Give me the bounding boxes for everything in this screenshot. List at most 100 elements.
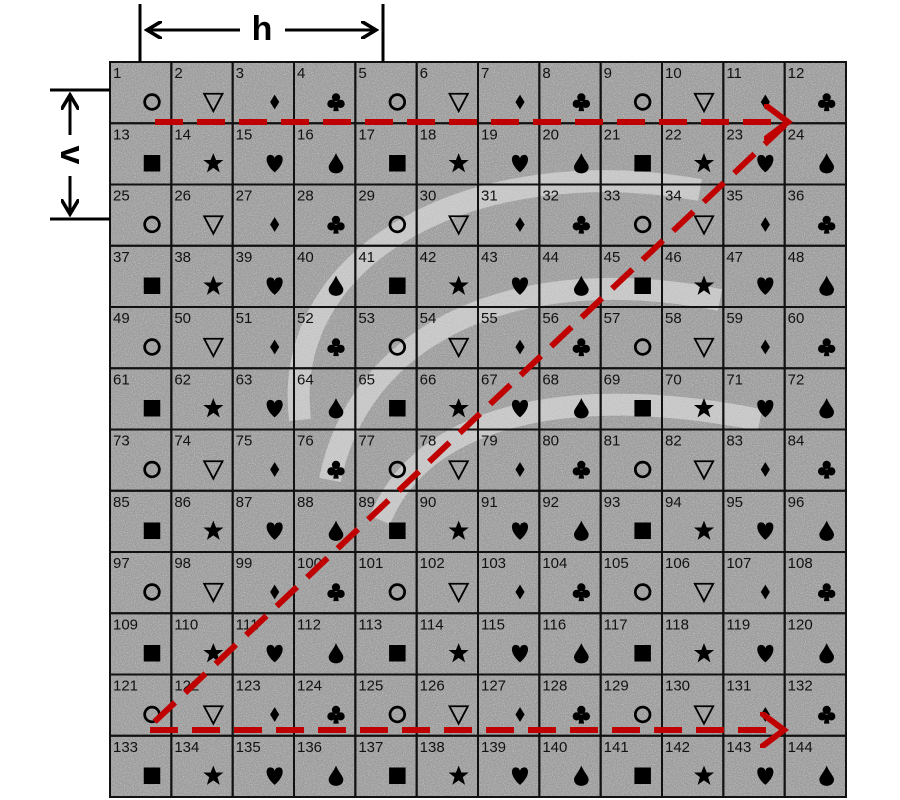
cell-number: 14	[174, 126, 191, 143]
cell-number: 25	[113, 188, 130, 205]
cell-symbol	[389, 645, 406, 662]
cell-number: 40	[297, 249, 314, 266]
cell-number: 11	[726, 65, 742, 82]
cell-number: 4	[297, 65, 305, 82]
cell-symbol	[634, 645, 651, 662]
cell-number: 137	[358, 739, 383, 756]
cell-number: 52	[297, 310, 314, 327]
cell-symbol	[143, 645, 161, 662]
cell-number: 107	[726, 555, 751, 572]
cell-number: 141	[604, 739, 629, 756]
cell-number: 108	[788, 555, 813, 572]
cell-number: 88	[297, 494, 314, 511]
cell-number: 114	[420, 616, 444, 633]
cell-symbol	[634, 400, 651, 417]
cell-number: 68	[542, 371, 559, 388]
cell-number: 76	[297, 433, 314, 450]
cell-number: 47	[726, 249, 743, 266]
cell-number: 15	[236, 126, 253, 143]
cell-number: 36	[788, 188, 805, 205]
cell-number: 98	[174, 555, 191, 572]
cell-number: 105	[604, 555, 629, 572]
cell-number: 67	[481, 371, 498, 388]
h-dimension	[138, 4, 385, 62]
cell-symbol	[634, 155, 651, 172]
cell: 144	[783, 734, 848, 798]
cell-number: 27	[236, 188, 253, 205]
cell-number: 115	[481, 616, 505, 633]
cell-number: 78	[420, 433, 437, 450]
cell-number: 53	[358, 310, 375, 327]
cell-number: 143	[726, 739, 751, 756]
cell-number: 19	[481, 126, 498, 143]
cell-number: 91	[481, 494, 498, 511]
cell-number: 43	[481, 249, 498, 266]
cell-number: 62	[174, 371, 191, 388]
path	[145, 122, 785, 730]
cell-number: 77	[358, 433, 375, 450]
cell-number: 103	[481, 555, 506, 572]
cell-number: 10	[665, 65, 682, 82]
cell-number: 90	[420, 494, 437, 511]
cell-number: 84	[788, 433, 805, 450]
cell-number: 44	[542, 249, 559, 266]
cell-number: 50	[174, 310, 191, 327]
cell-number: 70	[665, 371, 682, 388]
v-dimension	[50, 88, 110, 221]
cell-number: 63	[236, 371, 253, 388]
cell-number: 26	[174, 188, 191, 205]
cell-number: 31	[481, 188, 498, 205]
cell-number: 3	[236, 65, 244, 82]
cell-number: 64	[297, 371, 314, 388]
cell-number: 130	[665, 678, 690, 695]
cell-symbol	[143, 522, 161, 539]
cell-number: 13	[113, 126, 130, 143]
cell-symbol	[634, 277, 651, 294]
cell-number: 116	[542, 616, 566, 633]
cell-number: 60	[788, 310, 805, 327]
cell-number: 83	[726, 433, 743, 450]
cell-number: 2	[174, 65, 182, 82]
cell-number: 1	[113, 65, 121, 82]
cell-number: 35	[726, 188, 743, 205]
cell-number: 49	[113, 310, 130, 327]
cell-number: 110	[174, 616, 198, 633]
cell-symbol	[389, 767, 406, 784]
cell-number: 21	[604, 126, 621, 143]
cell-number: 131	[726, 678, 751, 695]
cell-number: 139	[481, 739, 506, 756]
cell-symbol	[389, 522, 406, 539]
cell-number: 17	[358, 126, 375, 143]
cell-number: 30	[420, 188, 437, 205]
cell-number: 48	[788, 249, 805, 266]
cell-number: 18	[420, 126, 437, 143]
cell-number: 99	[236, 555, 253, 572]
v-label: v	[53, 146, 91, 165]
cell-number: 71	[726, 371, 743, 388]
cell-number: 144	[788, 739, 813, 756]
cell-symbol	[389, 400, 406, 417]
cell-number: 87	[236, 494, 253, 511]
cell-number: 94	[665, 494, 682, 511]
cell-number: 134	[174, 739, 199, 756]
cell-symbol	[143, 400, 161, 417]
cell-number: 22	[665, 126, 682, 143]
cell-number: 104	[542, 555, 567, 572]
cell-number: 46	[665, 249, 682, 266]
cell-number: 97	[113, 555, 130, 572]
cell-number: 28	[297, 188, 314, 205]
cell-number: 42	[420, 249, 437, 266]
cell-number: 82	[665, 433, 682, 450]
cell-number: 66	[420, 371, 437, 388]
cell-number: 119	[726, 616, 750, 633]
cell-symbol	[389, 277, 406, 294]
cell-number: 73	[113, 433, 130, 450]
cell-number: 58	[665, 310, 682, 327]
cell-number: 9	[604, 65, 612, 82]
cell-number: 106	[665, 555, 690, 572]
cell-number: 85	[113, 494, 130, 511]
cell-number: 120	[788, 616, 813, 633]
cell-number: 45	[604, 249, 621, 266]
cell-number: 57	[604, 310, 621, 327]
